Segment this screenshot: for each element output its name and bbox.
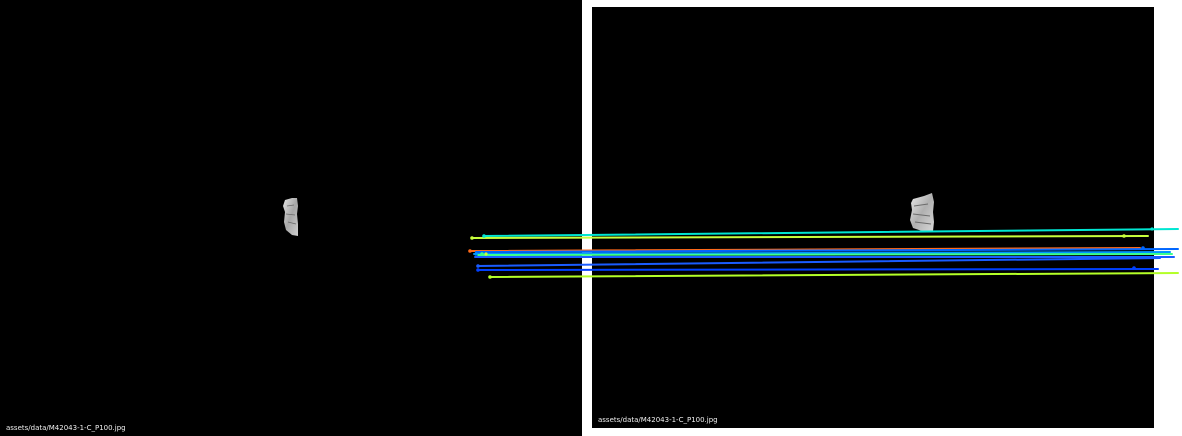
- right-image-filename: assets/data/M42043-1-C_P100.jpg: [598, 416, 718, 424]
- right-image-panel: assets/data/M42043-1-C_P100.jpg: [592, 7, 1154, 428]
- left-image-filename: assets/data/M42043-1-C_P100.jpg: [6, 424, 126, 432]
- left-image-panel: assets/data/M42043-1-C_P100.jpg: [0, 0, 582, 436]
